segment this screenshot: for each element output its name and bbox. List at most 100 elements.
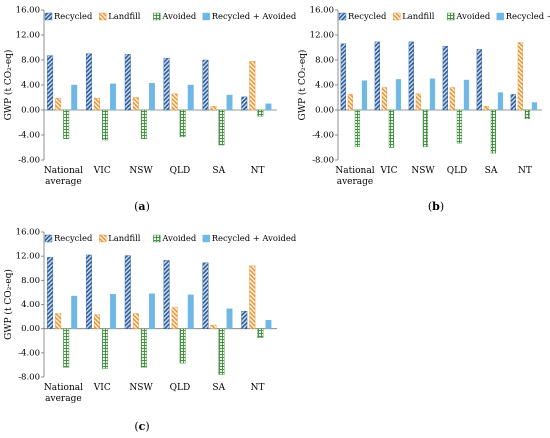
bar-landfill-3 [415, 93, 422, 111]
bar-recycled-avoided-4 [463, 79, 470, 111]
bar-recycled-5 [202, 262, 209, 329]
bar-recycled-avoided-5 [226, 308, 233, 329]
bar-landfill-6 [517, 42, 524, 111]
bar-landfill-5 [483, 106, 490, 111]
legend-swatch [338, 12, 347, 21]
bar-recycled-avoided-4 [187, 294, 194, 329]
legend-label: Avoided [161, 11, 196, 21]
legend-label: Recycled + Avoided [212, 11, 297, 21]
x-tick-label: National average [44, 383, 83, 404]
y-tick-label: 12.00 [310, 31, 334, 41]
y-tick-label: 8.00 [315, 56, 334, 66]
legend-swatch [447, 12, 455, 21]
y-tick-label: 0.00 [21, 324, 40, 334]
bar-recycled-5 [476, 49, 482, 111]
x-tick-label: VIC [93, 166, 111, 176]
x-tick-label: SA [485, 166, 498, 176]
bar-landfill-1 [55, 97, 62, 111]
bar-recycled-3 [124, 255, 131, 329]
bar-avoided-5 [218, 109, 225, 146]
bar-recycled-2 [374, 41, 380, 111]
bar-recycled-avoided-5 [497, 92, 504, 111]
bar-recycled-avoided-2 [110, 83, 117, 111]
bar-avoided-1 [63, 328, 70, 368]
bar-recycled-6 [241, 310, 248, 329]
bar-avoided-5 [490, 109, 497, 154]
bar-recycled-avoided-1 [71, 295, 78, 329]
y-tick-label: 4.00 [21, 300, 40, 310]
x-tick-label: National average [335, 166, 374, 187]
bar-recycled-1 [47, 257, 54, 329]
legend-label: Landfill [108, 233, 141, 243]
bar-landfill-6 [249, 61, 256, 111]
x-tick-label: NSW [129, 166, 153, 176]
y-axis-label: GWP (t CO₂-eq) [297, 50, 308, 121]
x-tick-label: SA [212, 383, 225, 393]
x-tick-label: NSW [411, 166, 435, 176]
bar-recycled-2 [85, 53, 92, 111]
bar-landfill-1 [347, 94, 354, 111]
bar-recycled-avoided-4 [187, 84, 194, 111]
bar-landfill-5 [210, 324, 217, 329]
bar-avoided-3 [140, 109, 147, 139]
bar-avoided-2 [102, 328, 109, 369]
y-tick-label: -4.00 [312, 131, 334, 141]
chart-panel-2: 16.00 12.00 8.00 4.00 0.00 -4.00 -8.00 GWP (t C… [297, 6, 550, 214]
x-tick-label: NT [251, 166, 265, 176]
bar-landfill-3 [132, 97, 139, 111]
x-tick-label: National average [44, 166, 83, 187]
bar-avoided-6 [257, 109, 264, 117]
legend-label: Landfill [402, 11, 435, 21]
legend-swatch [98, 12, 107, 21]
legend-label: Landfill [108, 11, 141, 21]
y-tick-label: 0.00 [315, 106, 334, 116]
legend-swatch [202, 234, 210, 243]
legend-swatch [393, 12, 401, 21]
x-tick-label: VIC [380, 166, 398, 176]
y-tick-label: 12.00 [16, 31, 40, 41]
bar-landfill-6 [249, 265, 256, 329]
bar-avoided-1 [354, 109, 361, 148]
y-tick-label: 4.00 [315, 81, 334, 91]
bar-recycled-4 [163, 57, 170, 111]
bar-recycled-3 [124, 54, 131, 111]
legend-swatch [202, 12, 210, 21]
bar-avoided-1 [63, 109, 70, 139]
bar-avoided-4 [179, 328, 186, 364]
x-tick-label: QLD [447, 166, 468, 176]
bar-recycled-avoided-3 [148, 293, 155, 329]
legend-swatch [496, 12, 504, 21]
legend-swatch [44, 12, 53, 21]
bar-recycled-avoided-6 [531, 102, 538, 111]
bar-recycled-3 [408, 41, 414, 111]
x-tick-label: QLD [170, 166, 191, 176]
panel-caption: (a) [134, 200, 150, 213]
legend-swatch [153, 234, 161, 243]
y-tick-label: -8.00 [18, 156, 40, 166]
bar-recycled-avoided-3 [148, 82, 155, 111]
bar-landfill-2 [381, 87, 388, 111]
y-tick-label: 4.00 [21, 81, 40, 91]
y-tick-label: 16.00 [310, 6, 334, 16]
legend-swatch [98, 234, 107, 243]
bar-avoided-3 [140, 328, 147, 368]
bar-recycled-2 [85, 254, 92, 329]
bar-recycled-avoided-2 [110, 294, 117, 329]
y-tick-label: 8.00 [21, 56, 40, 66]
bar-avoided-6 [257, 328, 264, 338]
legend-label: Recycled + Avoided [212, 233, 297, 243]
bar-avoided-6 [524, 109, 531, 119]
bar-recycled-avoided-2 [395, 79, 402, 111]
panel-caption: (c) [134, 420, 149, 433]
bar-recycled-6 [241, 96, 248, 111]
y-tick-label: 16.00 [16, 6, 40, 16]
bar-landfill-4 [171, 307, 178, 329]
y-axis-label: GWP (t CO₂-eq) [3, 50, 14, 121]
y-tick-label: 16.00 [16, 228, 40, 238]
legend-swatch [44, 234, 53, 243]
bar-avoided-3 [422, 109, 429, 148]
x-tick-label: QLD [170, 383, 191, 393]
y-tick-label: 8.00 [21, 276, 40, 286]
chart-panel-3: 16.00 12.00 8.00 4.00 0.00 -4.00 -8.00 GWP (t C… [3, 228, 297, 434]
bar-landfill-2 [94, 314, 100, 329]
